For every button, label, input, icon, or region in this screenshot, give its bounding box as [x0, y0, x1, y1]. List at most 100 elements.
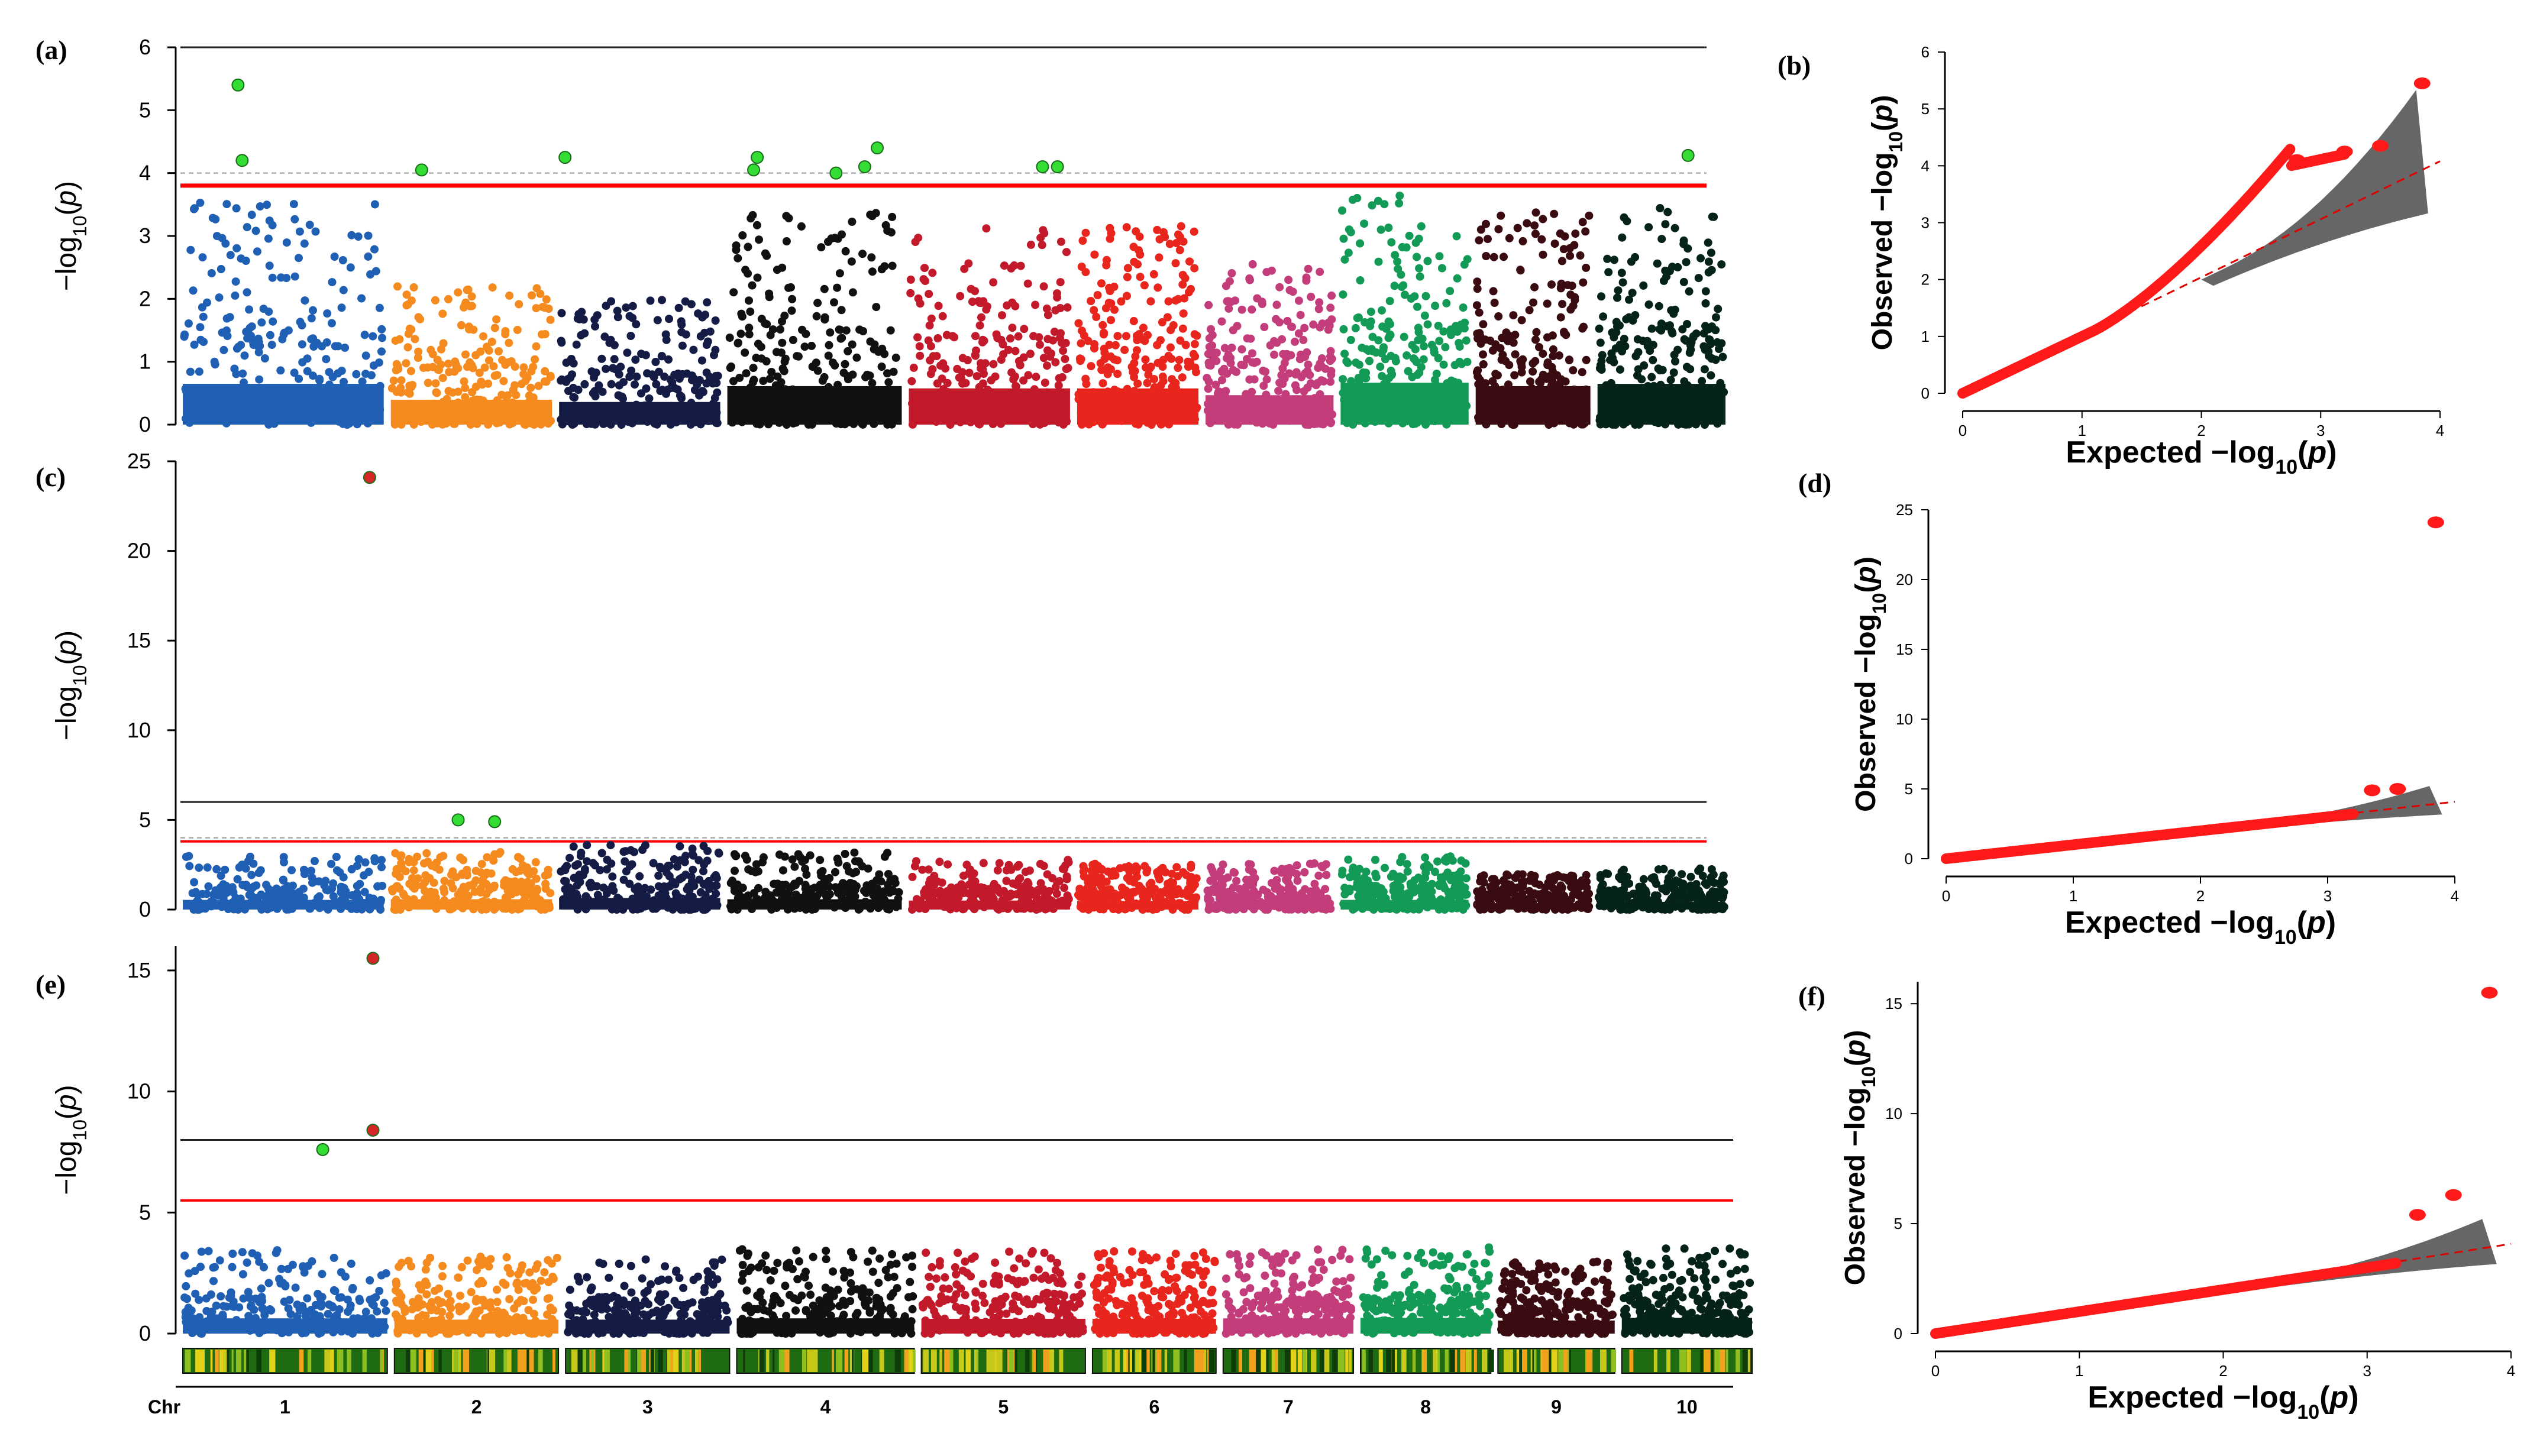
snp-point [1237, 345, 1246, 354]
snp-point [738, 231, 747, 240]
snp-point [380, 1299, 389, 1308]
snp-point [1174, 295, 1182, 303]
snp-point [841, 850, 849, 858]
snp-point [347, 231, 356, 240]
snp-point [1453, 274, 1462, 283]
snp-point [1476, 339, 1485, 348]
snp-point [238, 1248, 247, 1257]
snp-point [308, 371, 317, 380]
y-tick-label: 0 [139, 1321, 151, 1345]
snp-point [677, 392, 686, 401]
snp-point [1248, 260, 1257, 268]
y-tick-label: 6 [139, 35, 151, 59]
snp-band [1340, 383, 1469, 425]
snp-point [276, 366, 285, 375]
snp-point [1056, 304, 1065, 312]
snp-point [827, 234, 836, 243]
significant-snp [488, 815, 502, 829]
snp-point [733, 339, 742, 348]
snp-point [1016, 888, 1025, 896]
snp-point [1637, 375, 1646, 384]
snp-point [479, 332, 487, 341]
y-tick-label: 5 [139, 98, 151, 122]
panel-label: (a) [35, 35, 67, 65]
snp-point [1386, 330, 1395, 339]
snp-point [510, 381, 519, 390]
snp-point [1494, 312, 1503, 321]
snp-point [913, 333, 922, 342]
snp-point [1275, 318, 1284, 326]
snp-point [502, 1253, 511, 1261]
snp-point [651, 358, 660, 366]
snp-point [712, 871, 720, 879]
snp-point [332, 866, 341, 875]
snp-point [1414, 323, 1423, 332]
snp-point [645, 394, 654, 403]
snp-point [1154, 872, 1163, 881]
snp-point [1511, 350, 1520, 359]
snp-point [485, 356, 493, 365]
snp-point [736, 329, 745, 338]
chr-1-points [180, 198, 386, 429]
snp-point [1011, 302, 1020, 310]
snp-point [330, 253, 339, 261]
snp-point [1356, 876, 1365, 885]
snp-point [341, 344, 350, 352]
snp-point [676, 842, 684, 850]
chr-6-points [1074, 859, 1201, 914]
snp-point [635, 872, 644, 881]
snp-point [1117, 297, 1126, 306]
snp-point [927, 314, 936, 323]
snp-point [1513, 224, 1522, 232]
snp-point [1548, 367, 1557, 376]
snp-point [1129, 316, 1138, 325]
snp-point [1694, 274, 1703, 283]
chr-2-points [387, 282, 555, 429]
snp-point [307, 1306, 316, 1314]
snp-point [180, 1293, 189, 1302]
snp-point [210, 357, 219, 366]
snp-point [1717, 260, 1726, 269]
snp-point [1478, 890, 1486, 899]
snp-point [975, 321, 984, 330]
snp-point [1122, 223, 1131, 232]
snp-point [1155, 235, 1164, 244]
snp-point [295, 254, 303, 263]
snp-point [1489, 287, 1498, 296]
snp-point [632, 372, 641, 381]
snp-point [862, 881, 871, 890]
snp-point [1094, 862, 1103, 871]
significant-snp [1036, 160, 1049, 174]
snp-point [816, 868, 825, 877]
snp-point [610, 355, 619, 364]
snp-point [1249, 868, 1258, 876]
snp-point [1526, 895, 1535, 904]
snp-point [432, 388, 441, 397]
significant-snp [871, 141, 884, 155]
snp-point [1061, 355, 1069, 363]
snp-point [1011, 347, 1020, 355]
snp-point [257, 1296, 266, 1305]
snp-point [1289, 891, 1297, 900]
snp-point [1319, 863, 1327, 872]
snp-point [357, 294, 366, 303]
snp-point [1272, 338, 1281, 347]
snp-point [619, 394, 627, 403]
snp-point [1039, 354, 1048, 363]
chr-8-points [1338, 192, 1472, 429]
snp-point [1598, 351, 1607, 360]
snp-band [1475, 386, 1591, 425]
snp-point [643, 369, 651, 378]
snp-point [1302, 273, 1311, 282]
snp-point [309, 342, 318, 351]
snp-point [1685, 287, 1694, 296]
snp-point [1064, 858, 1073, 867]
snp-point [466, 302, 474, 310]
snp-point [1337, 870, 1346, 879]
snp-point [1019, 353, 1028, 362]
snp-point [681, 297, 690, 306]
snp-point [658, 296, 666, 305]
snp-point [282, 274, 291, 283]
snp-point [1259, 367, 1268, 375]
snp-point [970, 888, 978, 897]
